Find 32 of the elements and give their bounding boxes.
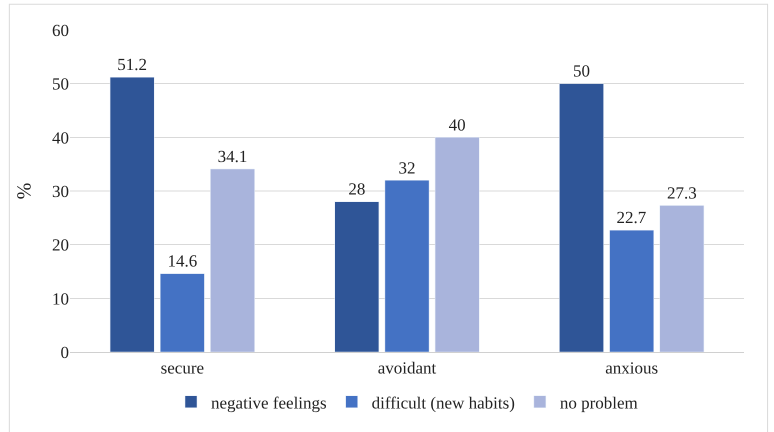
data-label: 51.2: [117, 55, 148, 74]
y-tick-label: 50: [52, 74, 69, 94]
bar: [210, 168, 255, 352]
bar: [660, 205, 704, 352]
bar: [110, 76, 154, 352]
y-tick-label: 20: [52, 236, 69, 255]
x-tick-label: secure: [160, 358, 204, 378]
x-tick-label: avoidant: [378, 358, 437, 378]
data-label: 22.7: [616, 208, 647, 228]
bar: [160, 273, 205, 352]
bar: [384, 180, 430, 352]
data-label: 34.1: [218, 147, 248, 166]
y-tick-label: 10: [52, 289, 69, 308]
data-label: 50: [572, 62, 590, 81]
bar: [609, 230, 654, 352]
data-label: 32: [398, 158, 416, 178]
y-tick-label: 30: [52, 182, 69, 201]
bar: [559, 83, 604, 352]
y-tick-label: 60: [52, 20, 69, 40]
legend-label: difficult (new habits): [372, 393, 515, 412]
legend-label: negative feelings: [211, 393, 327, 412]
y-tick-label: 0: [60, 342, 69, 362]
data-label: 40: [448, 115, 466, 134]
y-tick-label: 40: [52, 128, 69, 148]
data-label: 14.6: [167, 252, 198, 271]
data-label: 28: [348, 180, 366, 199]
x-tick-label: anxious: [605, 358, 658, 378]
legend-label: no problem: [560, 393, 638, 412]
data-label: 27.3: [666, 183, 697, 202]
bar: [434, 137, 480, 352]
bar: [334, 201, 380, 352]
y-axis-title: %: [14, 182, 36, 200]
